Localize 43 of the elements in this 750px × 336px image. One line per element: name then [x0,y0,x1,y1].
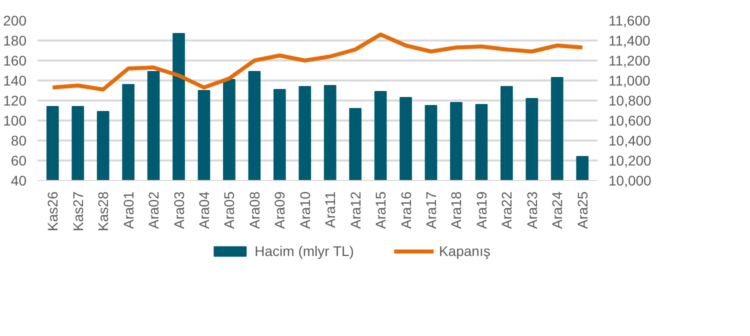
y2-tick-label: 11,200 [608,52,650,68]
line-series [50,32,584,92]
x-tick-label: Ara17 [423,191,440,229]
y-tick-label: 100 [3,112,27,128]
y-tick-label: 120 [3,92,27,108]
y2-tick-label: 10,800 [608,92,652,108]
x-tick-label: Ara03 [170,191,187,229]
legend-label: Kapanış [438,243,490,259]
y2-tick-label: 11,600 [608,12,650,28]
y-tick-label: 160 [3,52,27,68]
y-tick-label: 140 [3,72,27,88]
x-tick-label: Ara22 [498,191,515,229]
x-tick-label: Ara25 [574,191,590,229]
x-tick-label: Ara18 [448,191,464,229]
x-tick-label: Ara09 [272,191,288,229]
y-tick-label: 180 [3,32,27,48]
x-tick-label: Ara19 [473,191,490,229]
x-tick-label: Kas28 [95,191,112,232]
y2-tick-label: 10,000 [608,172,652,188]
y-tick-label: 60 [10,152,27,168]
x-tick-label: Ara15 [372,191,389,229]
y-tick-label: 200 [3,12,27,28]
y2-tick-label: 10,600 [608,112,652,128]
y-tick-label: 40 [10,172,27,188]
x-tick-label: Kas26 [44,191,61,232]
x-tick-label: Ara04 [196,191,212,229]
y-tick-label: 80 [10,132,27,148]
x-tick-label: Ara02 [146,191,162,229]
x-tick-label: Ara10 [296,191,313,229]
x-tick-label: Ara11 [322,191,338,228]
x-tick-label: Ara08 [246,191,262,229]
x-tick-label: Kas27 [70,191,86,232]
x-tick-label: Ara01 [120,191,136,229]
x-tick-label: Ara12 [347,191,364,229]
x-tick-label: Ara05 [221,191,238,229]
x-tick-label: Ara16 [398,191,414,229]
y2-tick-label: 10,200 [608,152,652,168]
x-tick-label: Ara24 [549,191,566,229]
legend-label: Hacim (mlyr TL) [254,243,354,259]
x-tick-label: Ara23 [524,191,540,229]
y2-tick-label: 11,000 [608,72,650,88]
y2-tick-label: 10,400 [608,132,652,148]
y2-tick-label: 11,400 [608,32,650,48]
